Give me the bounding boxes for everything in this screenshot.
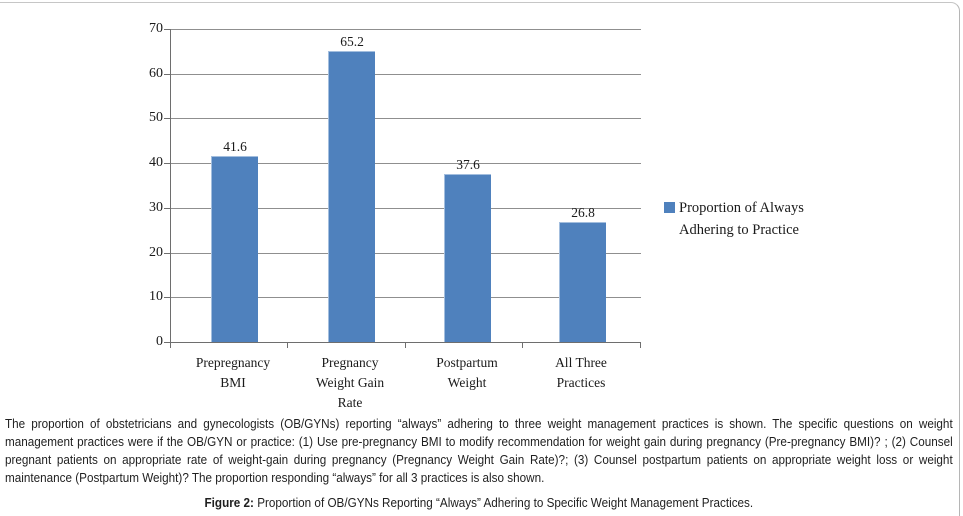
y-axis-tick bbox=[164, 74, 170, 75]
bar-postpartum-weight: 37.6 bbox=[444, 157, 491, 342]
y-axis-label-50: 50 bbox=[149, 110, 163, 125]
y-axis-label-10: 10 bbox=[149, 289, 163, 304]
gridline-70 bbox=[171, 29, 641, 30]
category-label-all-three-practices: All Three Practices bbox=[555, 355, 607, 390]
plot-area: 41.6 65.2 37.6 26.8 bbox=[170, 29, 641, 343]
category-label-postpartum-weight: Postpartum Weight bbox=[436, 355, 498, 390]
legend-label: Proportion of Always Adhering to Practic… bbox=[679, 200, 804, 238]
y-axis-tick bbox=[164, 118, 170, 119]
y-axis-label-60: 60 bbox=[149, 66, 163, 81]
bar-value-label: 26.8 bbox=[571, 205, 595, 221]
x-axis-tick bbox=[640, 343, 641, 348]
y-axis-tick bbox=[164, 342, 170, 343]
y-axis-tick bbox=[164, 297, 170, 298]
caption-text: The proportion of obstetricians and gyne… bbox=[5, 416, 953, 485]
chart-legend: Proportion of Always Adhering to Practic… bbox=[664, 197, 804, 241]
y-axis-label-0: 0 bbox=[156, 334, 163, 349]
y-axis-label-20: 20 bbox=[149, 245, 163, 260]
y-axis-label-30: 30 bbox=[149, 200, 163, 215]
x-axis-tick bbox=[170, 343, 171, 348]
gridline-60 bbox=[171, 74, 641, 75]
caption-block: The proportion of obstetricians and gyne… bbox=[5, 415, 953, 512]
gridline-20 bbox=[171, 253, 641, 254]
category-label-pregnancy-weight-gain-rate: Pregnancy Weight Gain Rate bbox=[315, 355, 385, 410]
bar-value-label: 65.2 bbox=[340, 33, 364, 49]
gridline-30 bbox=[171, 208, 641, 209]
category-label-prepregnancy-bmi: Prepregnancy BMI bbox=[195, 355, 271, 390]
bar-value-label: 41.6 bbox=[223, 139, 247, 154]
bar-all-three-practices: 26.8 bbox=[559, 205, 606, 342]
y-axis-tick bbox=[164, 253, 170, 254]
bar-value-label: 37.6 bbox=[456, 156, 480, 172]
bar-prepregnancy-bmi: 41.6 bbox=[211, 139, 258, 342]
y-axis-tick bbox=[164, 208, 170, 209]
y-axis-label-70: 70 bbox=[149, 21, 163, 36]
bar-pregnancy-weight-gain-rate: 65.2 bbox=[328, 34, 375, 342]
y-axis-tick bbox=[164, 163, 170, 164]
x-axis-tick bbox=[405, 343, 406, 348]
gridline-40 bbox=[171, 163, 641, 164]
figure-caption-text: Proportion of OB/GYNs Reporting “Always”… bbox=[253, 495, 754, 510]
gridline-10 bbox=[171, 297, 641, 298]
x-axis-tick bbox=[522, 343, 523, 348]
gridline-50 bbox=[171, 118, 641, 119]
y-axis-tick bbox=[164, 29, 170, 30]
figure-caption-label: Figure 2: bbox=[204, 495, 254, 510]
x-axis-tick bbox=[287, 343, 288, 348]
y-axis-label-40: 40 bbox=[149, 155, 163, 170]
legend-swatch-icon bbox=[664, 202, 675, 213]
figure-caption: Figure 2: Proportion of OB/GYNs Reportin… bbox=[5, 494, 953, 512]
